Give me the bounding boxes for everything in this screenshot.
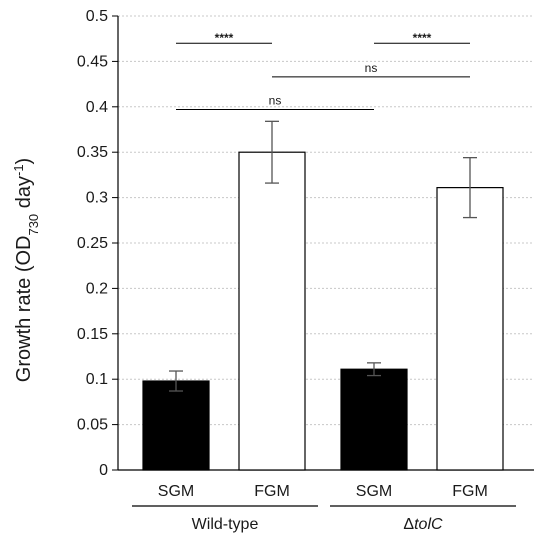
bar bbox=[436, 187, 504, 471]
bars bbox=[142, 151, 504, 471]
y-axis-label: Growth rate (OD730 day-1) bbox=[11, 158, 41, 382]
bar bbox=[238, 151, 306, 471]
group-labels: Wild-type ΔtolC bbox=[132, 505, 516, 533]
significance-brackets: **** **** ns ns bbox=[176, 31, 470, 111]
x-tick-label: SGM bbox=[356, 483, 392, 500]
y-tick-label: 0.4 bbox=[86, 99, 108, 116]
bar bbox=[340, 368, 408, 471]
y-tick-label: 0.15 bbox=[77, 326, 108, 343]
significance-label: ns bbox=[269, 94, 282, 108]
x-tick-label: FGM bbox=[254, 483, 290, 500]
y-tick-label: 0.2 bbox=[86, 280, 108, 297]
significance-label: **** bbox=[215, 31, 234, 45]
y-tick-label: 0.1 bbox=[86, 371, 108, 388]
x-tick-label: SGM bbox=[158, 483, 194, 500]
y-tick-label: 0.3 bbox=[86, 190, 108, 207]
significance-label: ns bbox=[365, 61, 378, 75]
x-tick-label: FGM bbox=[452, 483, 488, 500]
significance-label: **** bbox=[413, 31, 432, 45]
y-tick-label: 0.05 bbox=[77, 417, 108, 434]
group-label: ΔtolC bbox=[403, 516, 443, 533]
y-tick-label: 0.35 bbox=[77, 144, 108, 161]
error-bars bbox=[169, 120, 477, 392]
y-tick-label: 0 bbox=[99, 462, 108, 479]
y-tick-label: 0.45 bbox=[77, 53, 108, 70]
y-tick-label: 0.5 bbox=[86, 8, 108, 25]
group-label: Wild-type bbox=[192, 516, 259, 533]
x-axis-labels: SGM FGM SGM FGM bbox=[158, 483, 488, 500]
gridlines bbox=[118, 15, 534, 426]
bar bbox=[142, 380, 210, 471]
y-tick-label: 0.25 bbox=[77, 235, 108, 252]
